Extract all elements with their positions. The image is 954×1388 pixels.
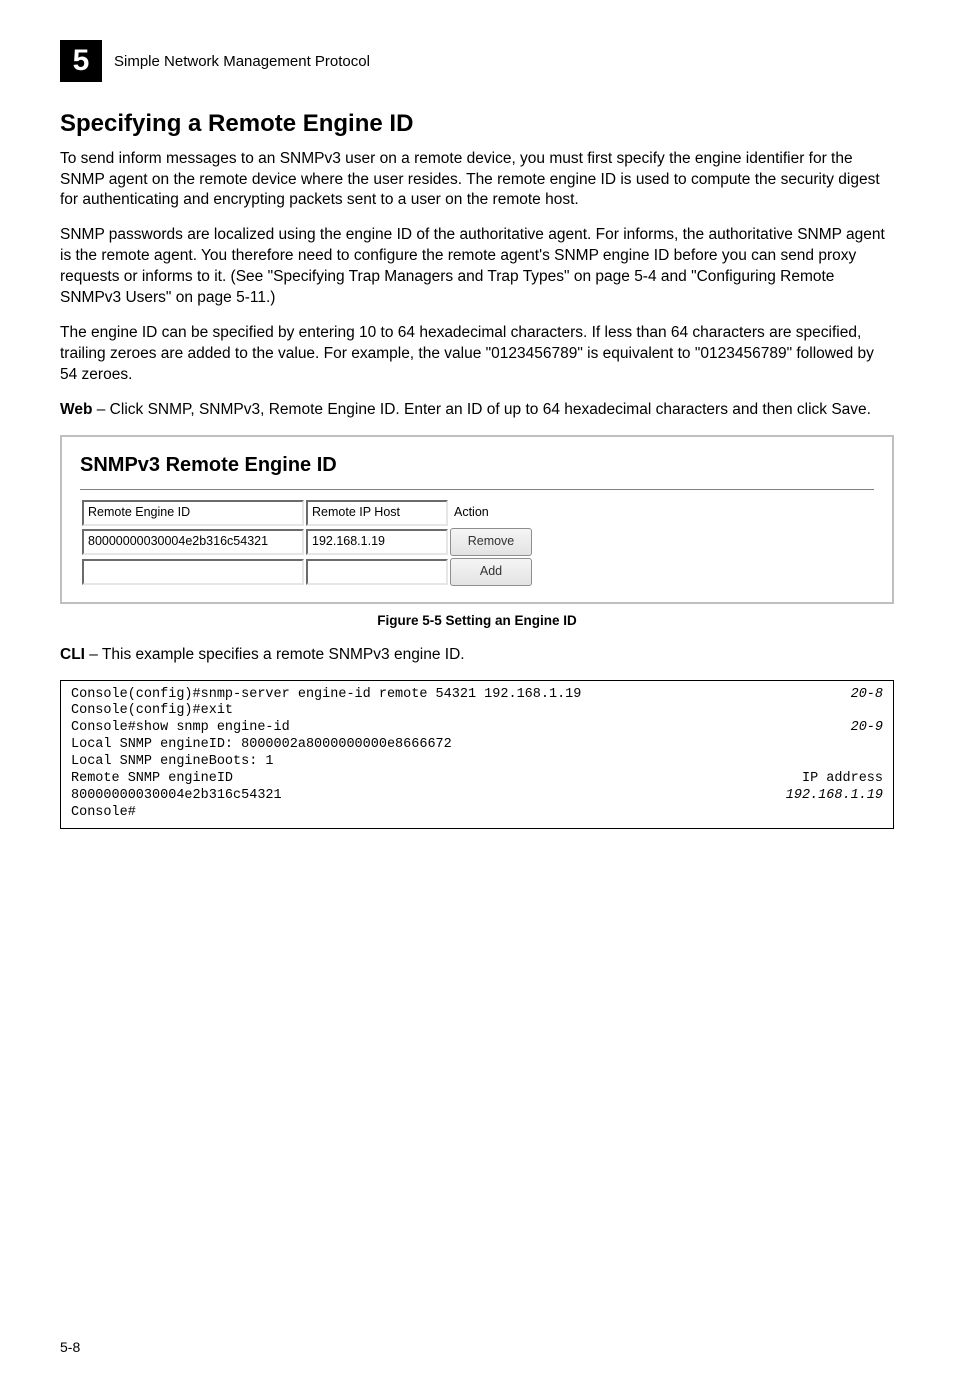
col-header-ip: Remote IP Host [306, 500, 448, 526]
table-add-row: Add [82, 558, 532, 586]
cli-text: Console# [71, 805, 136, 822]
cli-label: CLI [60, 646, 85, 663]
cli-line: Local SNMP engineID: 8000002a8000000000e… [71, 737, 883, 754]
page-number: 5-8 [60, 1338, 80, 1358]
cli-ref: 192.168.1.19 [786, 788, 883, 805]
table-header-row: Remote Engine ID Remote IP Host Action [82, 500, 532, 526]
cli-line: Local SNMP engineBoots: 1 [71, 754, 883, 771]
chapter-number-badge: 5 [60, 40, 102, 82]
cli-line: Console(config)#snmp-server engine-id re… [71, 687, 883, 704]
cli-ref: 20-8 [851, 687, 883, 704]
figure-caption: Figure 5-5 Setting an Engine ID [60, 612, 894, 631]
engine-id-table: Remote Engine ID Remote IP Host Action 8… [80, 498, 534, 588]
action-label: Action [454, 505, 489, 519]
panel-title: SNMPv3 Remote Engine ID [80, 451, 874, 479]
cli-text: Console(config)#exit [71, 703, 233, 720]
ip-cell: 192.168.1.19 [306, 529, 448, 555]
cli-text: Console#show snmp engine-id [71, 720, 290, 737]
cli-line: Console# [71, 805, 883, 822]
cli-line: 80000000030004e2b316c54321 192.168.1.19 [71, 788, 883, 805]
remove-button[interactable]: Remove [450, 528, 532, 556]
web-instruction: Web – Click SNMP, SNMPv3, Remote Engine … [60, 400, 894, 421]
cli-intro: CLI – This example specifies a remote SN… [60, 645, 894, 666]
add-button[interactable]: Add [450, 558, 532, 586]
cli-text: Console(config)#snmp-server engine-id re… [71, 687, 581, 704]
section-title: Specifying a Remote Engine ID [60, 107, 894, 141]
cli-line: Console(config)#exit [71, 703, 883, 720]
cli-text: 80000000030004e2b316c54321 [71, 788, 282, 805]
cli-output-box: Console(config)#snmp-server engine-id re… [60, 680, 894, 829]
cli-ref: 20-9 [851, 720, 883, 737]
header-cell-ip: Remote IP Host [306, 500, 448, 526]
paragraph-3: The engine ID can be specified by enteri… [60, 323, 894, 386]
table-row: 80000000030004e2b316c54321 192.168.1.19 … [82, 528, 532, 556]
cli-text: Local SNMP engineID: 8000002a8000000000e… [71, 737, 452, 754]
cli-intro-text: – This example specifies a remote SNMPv3… [85, 646, 465, 663]
header-cell-engine-id: Remote Engine ID [82, 500, 304, 526]
web-text: – Click SNMP, SNMPv3, Remote Engine ID. … [92, 401, 871, 418]
col-header-action: Action [450, 500, 532, 526]
web-label: Web [60, 401, 92, 418]
page-header: 5 Simple Network Management Protocol [60, 40, 894, 82]
screenshot-panel: SNMPv3 Remote Engine ID Remote Engine ID… [60, 435, 894, 604]
col-header-engine-id: Remote Engine ID [82, 500, 304, 526]
cli-line: Console#show snmp engine-id 20-9 [71, 720, 883, 737]
chapter-title: Simple Network Management Protocol [114, 51, 370, 72]
engine-id-cell: 80000000030004e2b316c54321 [82, 529, 304, 555]
paragraph-2: SNMP passwords are localized using the e… [60, 225, 894, 309]
cli-ref: IP address [802, 771, 883, 788]
panel-divider [80, 489, 874, 490]
paragraph-1: To send inform messages to an SNMPv3 use… [60, 149, 894, 212]
cli-text: Remote SNMP engineID [71, 771, 233, 788]
engine-id-input[interactable] [82, 559, 304, 585]
ip-input[interactable] [306, 559, 448, 585]
cli-line: Remote SNMP engineID IP address [71, 771, 883, 788]
cli-text: Local SNMP engineBoots: 1 [71, 754, 274, 771]
